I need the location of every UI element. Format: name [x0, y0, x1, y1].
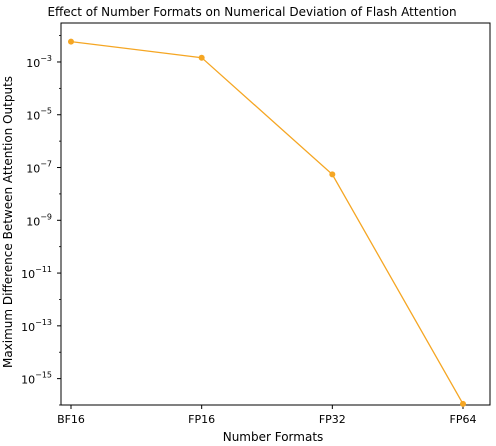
x-tick-label: BF16: [57, 413, 85, 426]
x-axis: BF16 FP16 FP32 FP64: [57, 405, 476, 426]
data-point-bf16: [68, 38, 74, 45]
y-tick-label: 10−7: [26, 160, 52, 176]
series-points: [68, 38, 466, 407]
series-line: [70, 40, 464, 405]
x-tick-label: FP16: [188, 413, 215, 426]
data-point-fp16: [198, 54, 205, 61]
y-tick-label: 10−11: [21, 265, 52, 281]
x-axis-label: Number Formats: [223, 430, 324, 444]
x-tick-label: FP32: [319, 413, 346, 426]
y-tick-label: 10−13: [21, 318, 52, 334]
data-point-fp64: [460, 400, 466, 407]
chart-title: Effect of Number Formats on Numerical De…: [47, 5, 456, 19]
plot-frame: [60, 22, 491, 406]
x-tick-label: FP64: [450, 413, 477, 426]
y-tick-label: 10−9: [26, 212, 52, 228]
y-axis-label: Maximum Difference Between Attention Out…: [1, 76, 15, 368]
y-tick-label: 10−5: [26, 107, 52, 123]
y-tick-label: 10−3: [26, 54, 52, 70]
data-point-fp32: [329, 171, 336, 178]
y-tick-label: 10−15: [21, 371, 52, 387]
y-axis: 10−3 10−5 10−7 10−9 10−11 10−13 10−15: [21, 35, 61, 406]
